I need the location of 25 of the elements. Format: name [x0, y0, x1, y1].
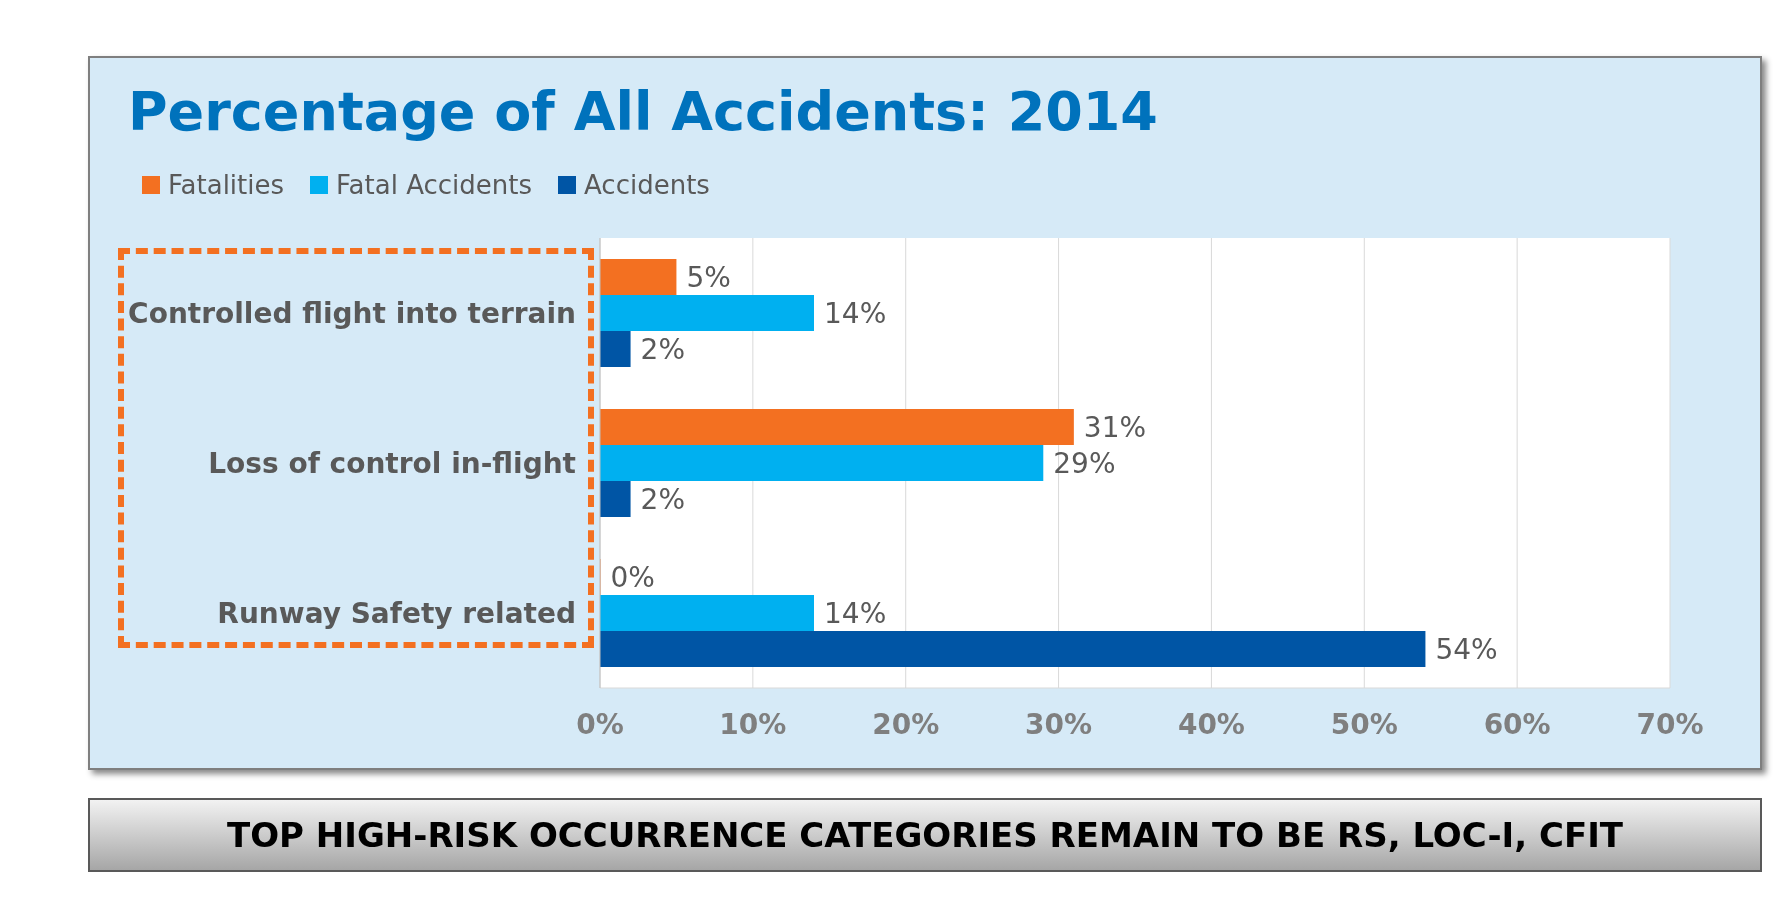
- x-tick-label: 60%: [1483, 707, 1551, 741]
- data-label: 14%: [824, 596, 887, 630]
- text: TOP HIGH-RISK OCCURRENCE CATEGORIES REMAIN TO BE RS, LOC-I, CFIT: [88, 798, 1762, 872]
- legend-label: Accidents: [583, 170, 710, 200]
- x-tick-label: 50%: [1330, 707, 1398, 741]
- x-tick-label: 10%: [719, 707, 787, 741]
- data-label: 2%: [640, 482, 685, 516]
- legend-label: Fatalities: [167, 170, 285, 200]
- data-label: 54%: [1435, 632, 1498, 666]
- x-tick-label: 70%: [1636, 707, 1704, 741]
- x-tick-label: 0%: [576, 707, 624, 741]
- x-tick-label: 30%: [1025, 707, 1093, 741]
- data-label: 2%: [640, 332, 685, 366]
- y-tick-label: Loss of control in-flight: [208, 446, 576, 480]
- chart-title: Percentage of All Accidents: 2014: [128, 80, 1158, 143]
- data-label: 5%: [686, 260, 731, 294]
- y-tick-label: Controlled flight into terrain: [128, 296, 576, 330]
- x-tick-label: 40%: [1177, 707, 1245, 741]
- data-label: 31%: [1083, 410, 1147, 444]
- data-label: 0%: [610, 560, 655, 594]
- legend-label: Fatal Accidents: [335, 170, 533, 200]
- data-label: 14%: [824, 296, 887, 330]
- data-label: 29%: [1053, 446, 1116, 480]
- y-tick-label: Runway Safety related: [217, 596, 576, 630]
- x-tick-label: 20%: [872, 707, 940, 741]
